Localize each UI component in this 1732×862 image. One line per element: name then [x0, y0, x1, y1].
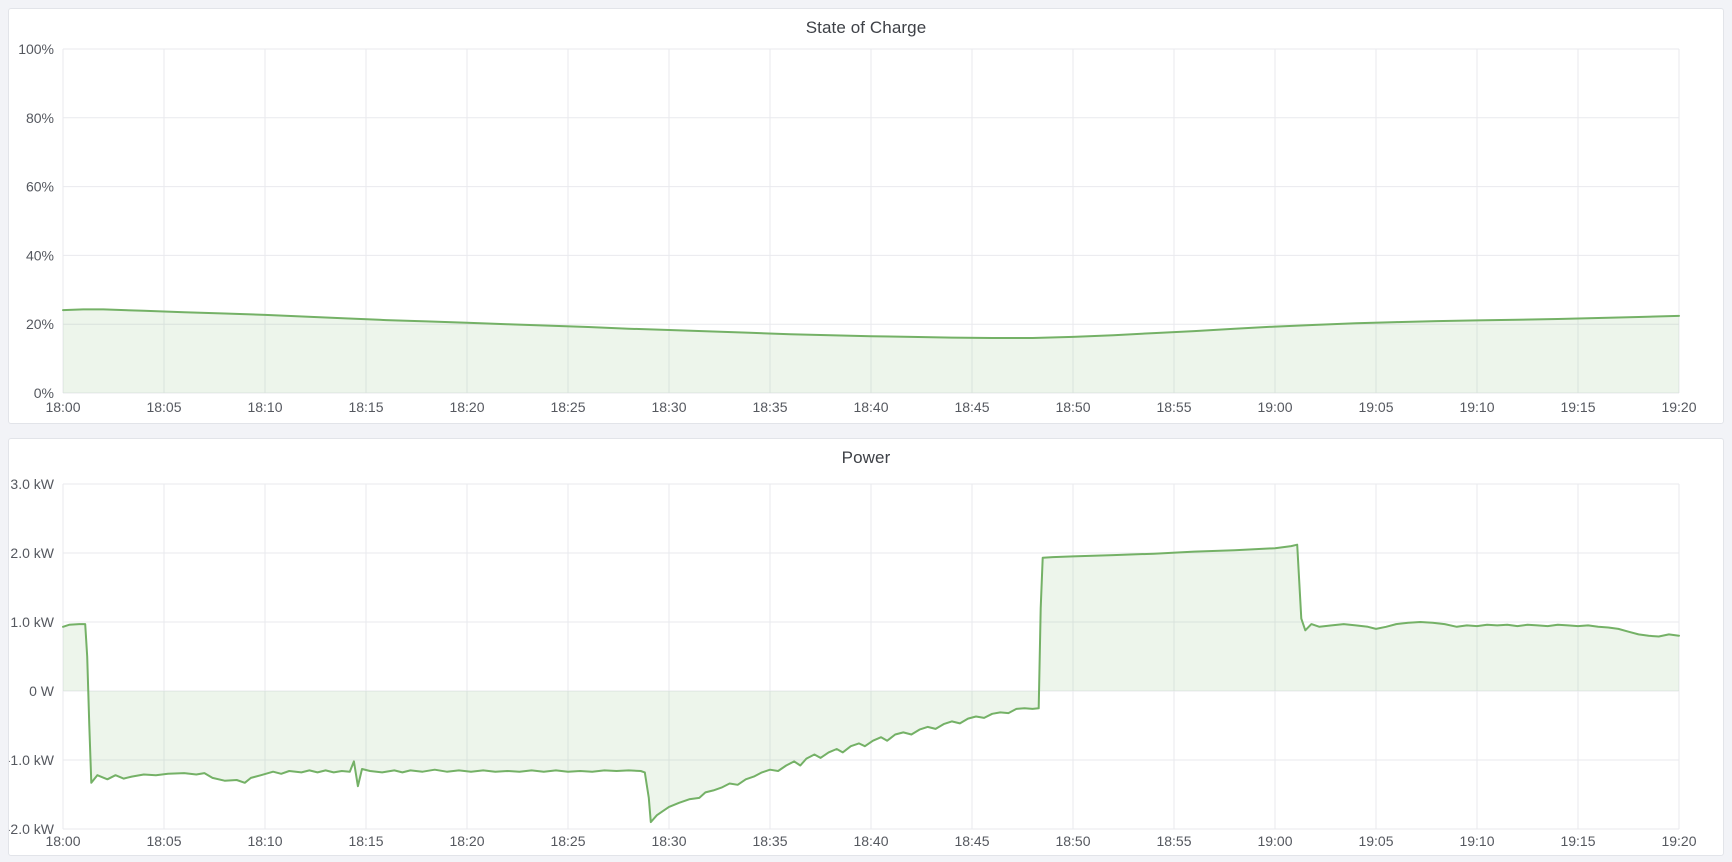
- x-tick-label: 19:15: [1560, 833, 1595, 849]
- x-tick-label: 18:45: [954, 399, 989, 415]
- x-tick-label: 18:55: [1156, 399, 1191, 415]
- y-tick-label: 1.0 kW: [10, 614, 54, 630]
- x-tick-label: 19:15: [1560, 399, 1595, 415]
- x-tick-label: 18:05: [146, 399, 181, 415]
- x-tick-label: 18:20: [449, 833, 484, 849]
- x-tick-label: 18:20: [449, 399, 484, 415]
- y-tick-label: 60%: [26, 179, 54, 195]
- panel-state-of-charge: State of Charge 18:00 18:05 18:10 18:15 18:2…: [8, 8, 1724, 424]
- x-tick-label: 18:40: [853, 399, 888, 415]
- y-tick-label: 0 W: [29, 683, 55, 699]
- x-tick-label: 18:05: [146, 833, 181, 849]
- x-tick-label: 19:20: [1661, 399, 1696, 415]
- x-tick-label: 18:55: [1156, 833, 1191, 849]
- x-tick-label: 18:40: [853, 833, 888, 849]
- y-tick-label: 40%: [26, 247, 54, 263]
- y-tick-label: 100%: [18, 41, 54, 57]
- x-tick-label: 19:05: [1358, 399, 1393, 415]
- x-tick-label: 18:25: [550, 399, 585, 415]
- x-tick-label: 18:25: [550, 833, 585, 849]
- panel-title-power: Power: [841, 448, 891, 467]
- panel-title-state-of-charge: State of Charge: [805, 18, 927, 37]
- x-tick-label: 18:35: [752, 399, 787, 415]
- x-tick-label: 18:15: [348, 399, 383, 415]
- x-tick-label: 19:00: [1257, 399, 1292, 415]
- y-tick-label: 20%: [26, 316, 54, 332]
- x-tick-label: 18:50: [1055, 399, 1090, 415]
- y-tick-label: -2.0 kW: [9, 821, 55, 837]
- x-tick-label: 19:10: [1459, 833, 1494, 849]
- power-chart-plot[interactable]: 18:00 18:05 18:10 18:15 18:20 18:25 18:30 18:35…: [9, 439, 1723, 855]
- y-tick-label: 0%: [34, 385, 54, 401]
- series-area: [63, 544, 1679, 823]
- y-tick-label: -1.0 kW: [9, 752, 55, 768]
- x-tick-label: 19:05: [1358, 833, 1393, 849]
- series-line: [62, 308, 1680, 339]
- x-tick-label: 18:00: [45, 833, 80, 849]
- power-chart-svg: 18:00 18:05 18:10 18:15 18:20 18:25 18:30 18:35…: [9, 476, 1697, 849]
- x-tick-label: 18:30: [651, 833, 686, 849]
- state-of-charge-chart-svg: 18:00 18:05 18:10 18:15 18:20 18:25 18:30 18:35…: [18, 41, 1697, 415]
- x-tick-label: 19:10: [1459, 399, 1494, 415]
- x-tick-label: 18:15: [348, 833, 383, 849]
- x-tick-label: 18:30: [651, 399, 686, 415]
- state-of-charge-chart-plot[interactable]: 18:00 18:05 18:10 18:15 18:20 18:25 18:30 18:35…: [9, 9, 1723, 423]
- panel-power: Power 18:00 18:05 18:10 18:15 18:20 18:25 18:3…: [8, 438, 1724, 856]
- x-tick-label: 18:50: [1055, 833, 1090, 849]
- y-tick-label: 80%: [26, 110, 54, 126]
- x-tick-label: 18:00: [45, 399, 80, 415]
- x-tick-label: 18:35: [752, 833, 787, 849]
- series-area: [63, 309, 1679, 393]
- x-tick-label: 19:00: [1257, 833, 1292, 849]
- y-tick-label: 3.0 kW: [10, 476, 54, 492]
- y-tick-label: 2.0 kW: [10, 545, 54, 561]
- x-tick-label: 18:45: [954, 833, 989, 849]
- series-line: [62, 543, 1680, 824]
- x-tick-label: 19:20: [1661, 833, 1696, 849]
- x-tick-label: 18:10: [247, 833, 282, 849]
- x-tick-label: 18:10: [247, 399, 282, 415]
